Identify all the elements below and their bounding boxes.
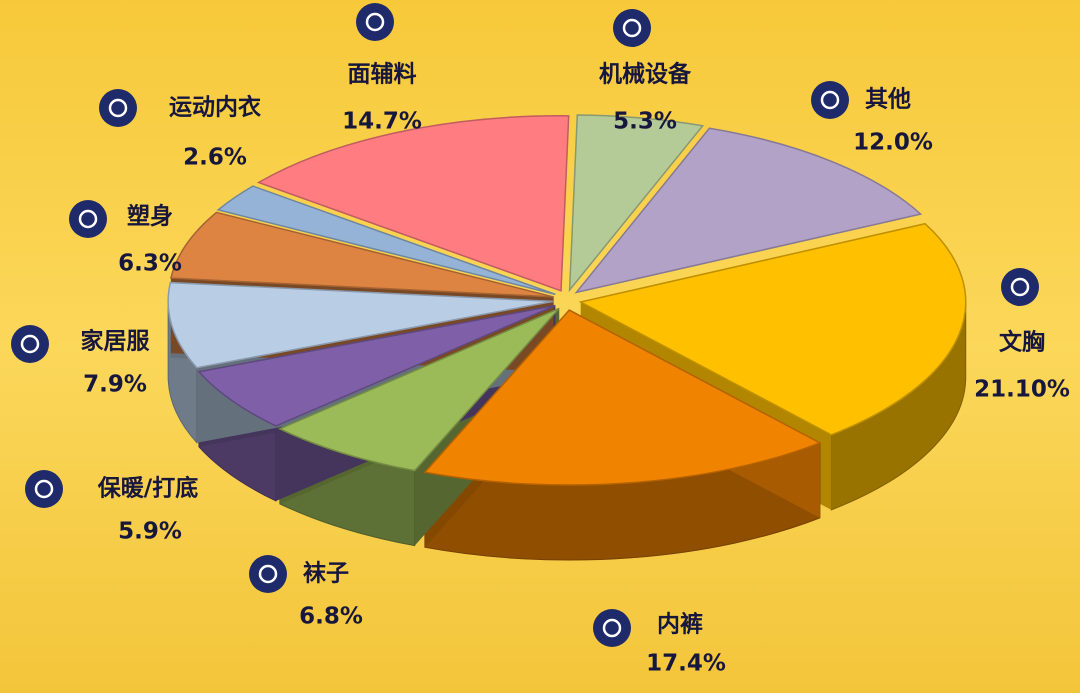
icon bbox=[356, 3, 394, 41]
icon bbox=[25, 470, 63, 508]
slice bbox=[568, 114, 705, 293]
icon bbox=[99, 89, 137, 127]
value-label: 21.10% bbox=[974, 377, 1070, 403]
slice bbox=[169, 211, 554, 298]
icon-glyph bbox=[34, 479, 54, 499]
icon bbox=[593, 609, 631, 647]
category-label: 其他 bbox=[865, 87, 911, 113]
value-label: 6.3% bbox=[118, 251, 182, 277]
slice bbox=[256, 115, 570, 292]
category-label: 运动内衣 bbox=[169, 94, 261, 121]
category-label: 塑身 bbox=[127, 203, 173, 230]
icon-glyph bbox=[365, 12, 385, 32]
value-label: 6.8% bbox=[299, 604, 363, 630]
icon-glyph bbox=[20, 334, 40, 354]
icon-glyph bbox=[108, 98, 128, 118]
category-label: 内裤 bbox=[657, 611, 703, 638]
icon bbox=[249, 555, 287, 593]
slice bbox=[578, 222, 967, 436]
value-label: 7.9% bbox=[83, 372, 147, 398]
slice bbox=[574, 127, 923, 294]
value-label: 5.3% bbox=[613, 109, 677, 135]
value-label: 5.9% bbox=[118, 519, 182, 545]
icon bbox=[69, 200, 107, 238]
category-label: 文胸 bbox=[999, 329, 1045, 356]
icon bbox=[11, 325, 49, 363]
value-label: 12.0% bbox=[853, 130, 933, 156]
slice bbox=[423, 309, 822, 486]
value-label: 14.7% bbox=[342, 109, 422, 135]
slice bbox=[167, 281, 554, 369]
icon bbox=[1001, 268, 1039, 306]
value-label: 2.6% bbox=[183, 145, 247, 171]
category-label: 机械设备 bbox=[599, 61, 692, 88]
icon-glyph bbox=[602, 618, 622, 638]
value-label: 17.4% bbox=[646, 651, 726, 677]
icon-glyph bbox=[1010, 277, 1030, 297]
icon-glyph bbox=[258, 564, 278, 584]
category-label: 保暖/打底 bbox=[97, 475, 198, 502]
icon-glyph bbox=[78, 209, 98, 229]
icon bbox=[811, 81, 849, 119]
category-label: 家居服 bbox=[81, 328, 151, 355]
icon-glyph bbox=[622, 18, 642, 38]
slice bbox=[216, 185, 556, 296]
icon bbox=[613, 9, 651, 47]
slice bbox=[278, 307, 560, 472]
category-label: 袜子 bbox=[303, 560, 349, 587]
icon-glyph bbox=[820, 90, 840, 110]
category-label: 面辅料 bbox=[348, 61, 417, 88]
slice bbox=[197, 304, 556, 427]
